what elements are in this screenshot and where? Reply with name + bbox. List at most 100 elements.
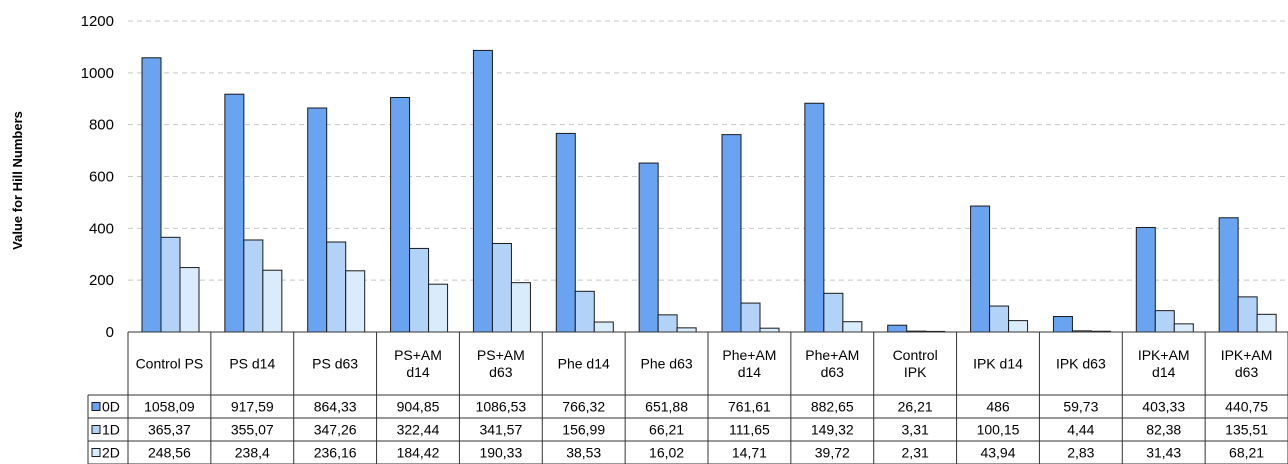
bar-2d-1	[262, 269, 283, 333]
bar-0d-5	[555, 132, 576, 333]
y-tick-label: 400	[89, 220, 114, 237]
data-label: 31,43	[1146, 445, 1181, 461]
bar-1d-2	[326, 241, 347, 333]
data-label: 66,21	[649, 422, 684, 438]
data-label: 43,94	[980, 445, 1015, 461]
data-label: 135,51	[1225, 422, 1268, 438]
bar-2d-4	[510, 282, 531, 333]
y-tick-label: 0	[106, 324, 114, 341]
bar-0d-12	[1135, 226, 1156, 333]
category-label: Control PS	[136, 356, 204, 372]
bar-2d-7	[759, 327, 780, 333]
y-axis-label: Value for Hill Numbers	[10, 111, 25, 250]
data-label: 766,32	[562, 399, 605, 415]
bar-0d-9	[887, 324, 908, 333]
bar-1d-5	[574, 290, 595, 333]
bar-1d-12	[1154, 310, 1175, 333]
gridlines	[128, 20, 1288, 281]
category-label: d14	[738, 364, 762, 380]
data-label: 238,4	[235, 445, 270, 461]
y-tick-label: 800	[89, 117, 114, 134]
category-label: Phe d14	[558, 356, 610, 372]
data-label: 322,44	[397, 422, 440, 438]
category-label: d14	[406, 364, 430, 380]
data-label: 4,44	[1067, 422, 1094, 438]
bar-0d-4	[472, 49, 493, 333]
category-label: Phe d63	[640, 356, 692, 372]
category-label: d63	[821, 364, 845, 380]
data-label: 882,65	[811, 399, 854, 415]
category-label: IPK d63	[1056, 356, 1106, 372]
bar-1d-10	[989, 305, 1010, 333]
y-tick-label: 1000	[81, 65, 114, 82]
data-label: 14,71	[732, 445, 767, 461]
category-label: d14	[1152, 364, 1176, 380]
data-label: 1058,09	[144, 399, 195, 415]
data-label: 111,65	[729, 422, 770, 438]
legend-swatch-2d	[91, 448, 101, 457]
data-label: 1086,53	[476, 399, 527, 415]
category-label: d63	[489, 364, 513, 380]
bar-2d-6	[676, 327, 697, 333]
data-label: 16,02	[649, 445, 684, 461]
data-label: 248,56	[148, 445, 191, 461]
category-label: PS d63	[312, 356, 358, 372]
data-label: 917,59	[231, 399, 274, 415]
bar-2d-3	[428, 283, 449, 333]
data-label: 156,99	[562, 422, 605, 438]
data-label: 59,73	[1063, 399, 1098, 415]
data-label: 3,31	[902, 422, 929, 438]
category-label: d63	[1235, 364, 1259, 380]
bar-0d-6	[638, 162, 659, 333]
legend-label: 2D	[102, 445, 120, 461]
category-label: PS d14	[229, 356, 275, 372]
bar-0d-11	[1052, 316, 1073, 333]
bar-0d-13	[1218, 217, 1239, 333]
bar-1d-6	[657, 314, 678, 333]
bar-1d-0	[160, 236, 181, 333]
bar-1d-1	[243, 239, 264, 333]
data-label: 403,33	[1142, 399, 1185, 415]
data-label: 82,38	[1146, 422, 1181, 438]
bar-1d-8	[823, 292, 844, 333]
bar-0d-7	[721, 134, 742, 333]
category-label: PS+AM	[394, 347, 442, 363]
category-label: Phe+AM	[722, 347, 776, 363]
bar-0d-3	[390, 96, 411, 333]
bar-0d-1	[224, 93, 245, 333]
category-label: Phe+AM	[805, 347, 859, 363]
legend-label: 1D	[102, 422, 120, 438]
bar-1d-4	[491, 242, 512, 333]
bars	[141, 49, 1277, 333]
data-label: 761,61	[728, 399, 771, 415]
bar-2d-2	[345, 270, 366, 333]
category-label: IPK+AM	[1138, 347, 1190, 363]
data-label: 904,85	[397, 399, 440, 415]
bar-1d-7	[740, 302, 761, 333]
category-label: PS+AM	[477, 347, 525, 363]
bar-2d-13	[1256, 313, 1277, 333]
data-table: Control PS PS d14 PS d63PS+AMd14PS+AMd63Ph…	[87, 331, 1288, 464]
bar-0d-0	[141, 57, 162, 333]
data-label: 68,21	[1229, 445, 1264, 461]
bar-0d-10	[970, 205, 991, 333]
data-label: 38,53	[566, 445, 601, 461]
data-label: 365,37	[148, 422, 191, 438]
data-label: 486	[986, 399, 1010, 415]
data-label: 341,57	[479, 422, 522, 438]
y-axis-ticks: 0 200 400 600 800 1000 1200	[81, 13, 114, 341]
data-label: 149,32	[811, 422, 854, 438]
data-label: 39,72	[815, 445, 850, 461]
data-label: 100,15	[977, 422, 1020, 438]
y-tick-label: 600	[89, 169, 114, 186]
data-label: 355,07	[231, 422, 274, 438]
legend-swatch-1d	[91, 425, 101, 434]
legend-label: 0D	[102, 399, 120, 415]
y-tick-label: 200	[89, 272, 114, 289]
data-label: 347,26	[314, 422, 357, 438]
category-label: IPK	[904, 364, 927, 380]
legend-swatch-0d	[91, 402, 101, 411]
y-tick-label: 1200	[81, 13, 114, 30]
bar-2d-10	[1008, 320, 1029, 333]
